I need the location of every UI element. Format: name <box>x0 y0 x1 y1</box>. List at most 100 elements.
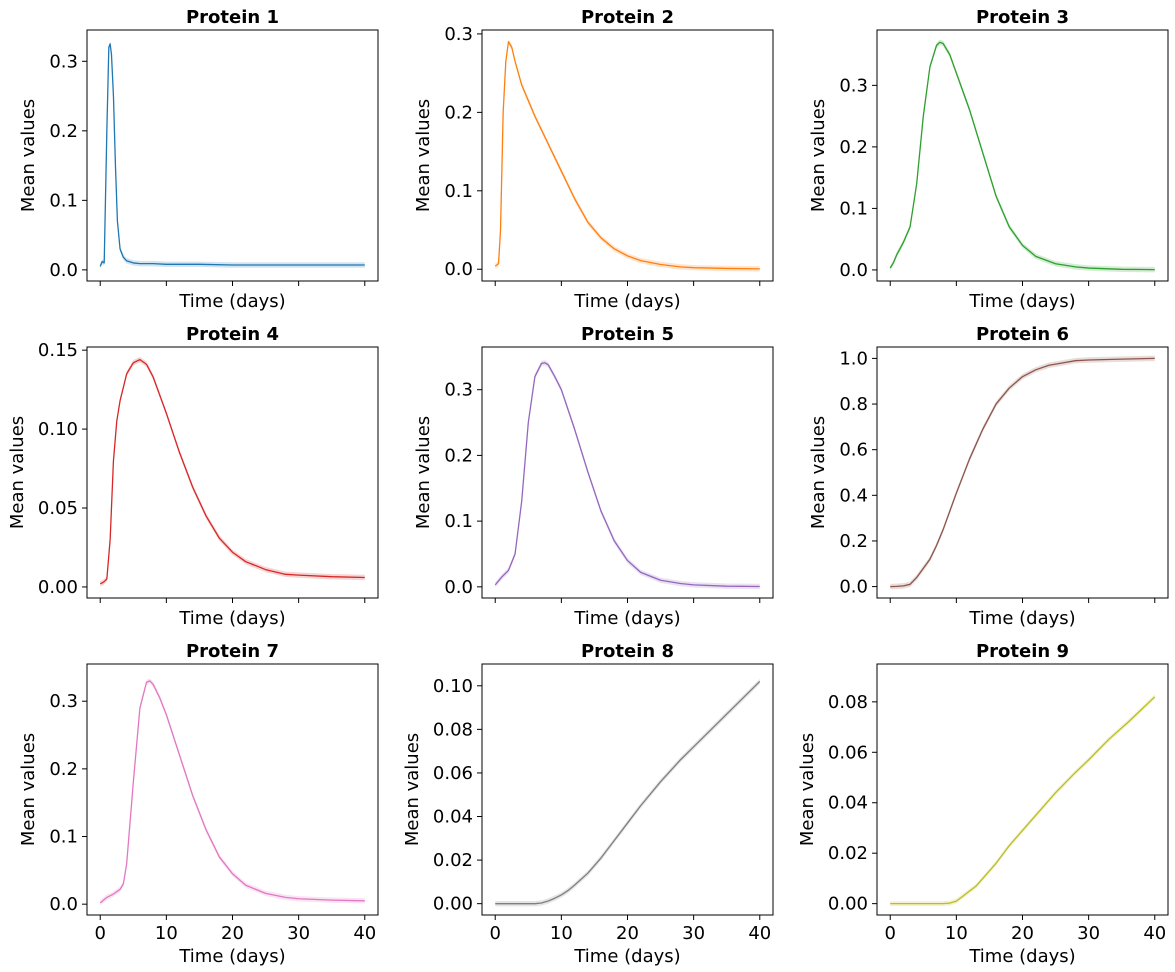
panel-title: Protein 8 <box>581 641 674 662</box>
panel-title: Protein 2 <box>581 7 674 28</box>
x-axis-label: Time (days) <box>178 291 285 312</box>
panel-protein-2: Protein 2 0.0 0.1 0.2 0.3 Time (days) Mean val… <box>413 7 774 312</box>
x-tick-label: 10 <box>155 923 178 944</box>
y-tick-label: 0.1 <box>49 190 78 211</box>
y-axis-label: Mean values <box>7 416 28 529</box>
y-axis-label: Mean values <box>797 733 818 846</box>
y-tick-label: 0.00 <box>38 577 78 598</box>
y-tick-label: 0.00 <box>433 894 473 915</box>
series-band <box>495 360 760 590</box>
y-axis-label: Mean values <box>18 99 39 212</box>
y-tick-label: 0.8 <box>839 394 868 415</box>
panel-title: Protein 9 <box>976 641 1069 662</box>
y-axis-label: Mean values <box>808 416 829 529</box>
y-tick-label: 0.04 <box>433 807 473 828</box>
panel-protein-6: Protein 6 0.0 0.2 0.4 0.6 0.8 1.0 Time (days) Me… <box>808 324 1169 629</box>
y-tick-label: 0.02 <box>433 850 473 871</box>
y-axis-label: Mean values <box>808 99 829 212</box>
y-tick-label: 0.0 <box>839 577 868 598</box>
x-tick-label: 0 <box>490 923 501 944</box>
x-axis-label: Time (days) <box>573 946 680 967</box>
x-axis-label: Time (days) <box>178 608 285 629</box>
x-tick-label: 0 <box>885 923 896 944</box>
y-tick-label: 0.0 <box>49 894 78 915</box>
x-axis-label: Time (days) <box>178 946 285 967</box>
series-line <box>495 680 761 905</box>
panel-title: Protein 1 <box>186 7 279 28</box>
y-tick-label: 0.00 <box>828 894 868 915</box>
x-tick-label: 40 <box>1143 923 1166 944</box>
series-line <box>494 41 760 270</box>
series-band <box>890 355 1155 590</box>
axes-frame <box>481 663 774 916</box>
y-tick-label: 0.06 <box>828 742 868 763</box>
y-tick-label: 1.0 <box>839 348 868 369</box>
x-tick-label: 20 <box>221 923 244 944</box>
y-tick-label: 0.2 <box>49 759 78 780</box>
y-tick-label: 0.04 <box>828 793 868 814</box>
y-tick-label: 0.3 <box>49 51 78 72</box>
axes-frame <box>86 346 379 599</box>
series-line <box>99 358 365 585</box>
x-tick-label: 10 <box>550 923 573 944</box>
y-tick-label: 0.2 <box>49 121 78 142</box>
x-tick-label: 40 <box>353 923 376 944</box>
panel-title: Protein 7 <box>186 641 279 662</box>
y-tick-label: 0.3 <box>444 380 473 401</box>
panel-title: Protein 3 <box>976 7 1069 28</box>
series-line <box>99 680 365 904</box>
x-tick-label: 30 <box>287 923 310 944</box>
y-tick-label: 0.1 <box>444 511 473 532</box>
y-tick-label: 0.2 <box>839 137 868 158</box>
panel-title: Protein 5 <box>581 324 674 345</box>
y-tick-label: 0.4 <box>839 485 868 506</box>
series-line <box>494 362 760 588</box>
y-tick-label: 0.1 <box>444 181 473 202</box>
y-tick-label: 0.1 <box>49 827 78 848</box>
x-tick-label: 20 <box>616 923 639 944</box>
axes-frame <box>86 29 379 282</box>
y-tick-label: 0.02 <box>828 843 868 864</box>
y-tick-label: 0.0 <box>839 260 868 281</box>
x-tick-label: 40 <box>748 923 771 944</box>
axes-frame <box>876 663 1169 916</box>
y-tick-label: 0.0 <box>444 577 473 598</box>
x-axis-label: Time (days) <box>573 291 680 312</box>
y-tick-label: 0.1 <box>839 198 868 219</box>
y-tick-label: 0.05 <box>38 498 78 519</box>
y-tick-label: 0.15 <box>38 340 78 361</box>
y-tick-label: 0.06 <box>433 763 473 784</box>
series-line <box>99 43 365 267</box>
y-tick-label: 0.6 <box>839 440 868 461</box>
series-line <box>890 357 1155 588</box>
x-tick-label: 0 <box>95 923 106 944</box>
axes-frame <box>86 663 379 916</box>
y-tick-label: 0.08 <box>433 719 473 740</box>
panel-title: Protein 4 <box>186 324 279 345</box>
series-band <box>890 694 1155 907</box>
series-line <box>890 696 1156 905</box>
y-tick-label: 0.2 <box>444 102 473 123</box>
series-band <box>100 41 365 270</box>
y-tick-label: 0.08 <box>828 692 868 713</box>
x-tick-label: 30 <box>1077 923 1100 944</box>
panel-protein-3: Protein 3 0.0 0.1 0.2 0.3 Time (days) Mean val… <box>808 7 1169 312</box>
axes-frame <box>481 29 774 282</box>
y-axis-label: Mean values <box>402 733 423 846</box>
series-line <box>889 41 1155 271</box>
y-tick-label: 0.3 <box>444 24 473 45</box>
x-axis-label: Time (days) <box>968 946 1075 967</box>
panel-protein-5: Protein 5 0.0 0.1 0.2 0.3 Time (days) Mean val… <box>413 324 774 629</box>
y-axis-label: Mean values <box>413 99 434 212</box>
panel-protein-1: Protein 1 0.0 0.1 0.2 0.3 Time (days) Mean val… <box>18 7 379 312</box>
panel-protein-9: Protein 9 0.00 0.02 0.04 0.06 0.08 0 10 20 30 40 Ti… <box>797 641 1169 967</box>
y-tick-label: 0.10 <box>433 676 473 697</box>
y-axis-label: Mean values <box>413 416 434 529</box>
x-tick-label: 30 <box>682 923 705 944</box>
y-tick-label: 0.0 <box>444 259 473 280</box>
panel-title: Protein 6 <box>976 324 1069 345</box>
panel-protein-8: Protein 8 0.00 0.02 0.04 0.06 0.08 0.10 0 10 20 30… <box>402 641 774 967</box>
x-axis-label: Time (days) <box>968 608 1075 629</box>
panel-protein-4: Protein 4 0.00 0.05 0.10 0.15 Time (days) Mean… <box>7 324 379 629</box>
